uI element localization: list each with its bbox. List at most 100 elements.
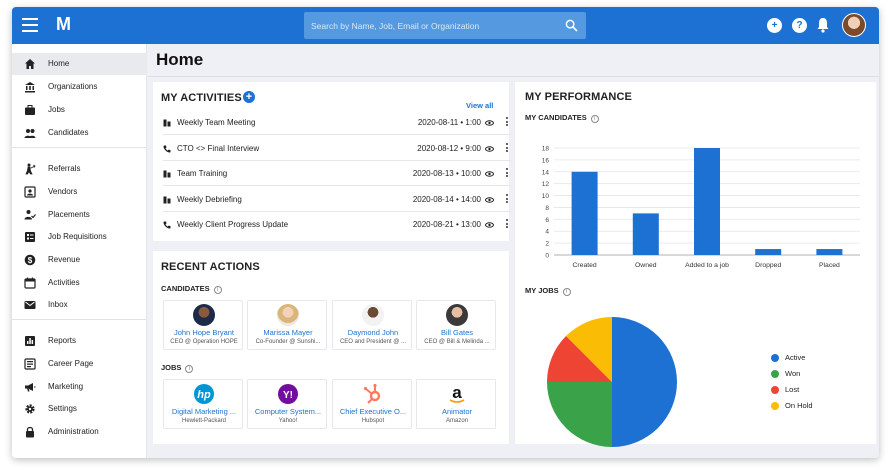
activity-date: 2020-08-21 • 13:00: [412, 220, 481, 229]
info-icon[interactable]: i: [590, 115, 599, 123]
hubspot-logo-icon: [363, 383, 381, 404]
app-window: M + ? Home Organizations Jobs Candidates Ref…: [12, 7, 879, 458]
sidebar-item-placements[interactable]: Placements: [12, 204, 147, 226]
svg-text:$: $: [28, 256, 33, 265]
activity-date: 2020-08-12 • 9:00: [417, 144, 481, 153]
menu-icon[interactable]: [22, 18, 38, 32]
y-tick-label: 4: [545, 229, 549, 236]
job-tile[interactable]: Chief Executive O... Hubspot: [332, 379, 412, 429]
job-title: Computer System...: [254, 407, 322, 416]
pie-slice[interactable]: [612, 317, 677, 447]
sidebar-item-reports[interactable]: Reports: [12, 330, 147, 352]
candidate-tile[interactable]: Daymond John CEO and President @ ...: [332, 300, 412, 350]
activity-row[interactable]: Weekly Debriefing 2020-08-14 • 14:00: [163, 187, 511, 212]
bank-icon: [25, 82, 35, 93]
phone-icon: [163, 221, 171, 229]
activity-row[interactable]: Weekly Team Meeting 2020-08-11 • 1:00: [163, 110, 511, 135]
sidebar-item-organizations[interactable]: Organizations: [12, 76, 147, 98]
pie-slice[interactable]: [547, 336, 612, 382]
activity-row[interactable]: Team Training 2020-08-13 • 10:00: [163, 161, 511, 186]
calendar-icon: [24, 277, 36, 289]
job-tile[interactable]: a Animator Amazon: [416, 379, 496, 429]
add-icon[interactable]: +: [767, 18, 782, 33]
sidebar-item-inbox[interactable]: Inbox: [12, 294, 147, 316]
sidebar-item-administration[interactable]: Administration: [12, 421, 147, 443]
info-icon[interactable]: i: [562, 288, 571, 296]
pie-slice[interactable]: [566, 317, 612, 382]
candidate-tile[interactable]: Marissa Mayer Co-Founder @ Sunshi...: [247, 300, 327, 350]
eye-icon[interactable]: [485, 120, 494, 126]
eye-icon[interactable]: [485, 197, 494, 203]
sidebar-item-career-page[interactable]: Career Page: [12, 353, 147, 375]
user-avatar[interactable]: [842, 13, 866, 37]
recent-actions-title: RECENT ACTIONS: [161, 261, 260, 273]
add-activity-icon[interactable]: +: [243, 91, 255, 103]
sidebar-item-activities[interactable]: Activities: [12, 272, 147, 294]
top-bar: M + ?: [12, 7, 879, 44]
sidebar-divider: [12, 147, 147, 148]
legend-swatch: [771, 370, 779, 378]
help-icon[interactable]: ?: [792, 18, 807, 33]
activity-row[interactable]: CTO <> Final Interview 2020-08-12 • 9:00: [163, 136, 511, 161]
info-icon[interactable]: i: [185, 365, 194, 373]
y-tick-label: 14: [542, 169, 550, 176]
y-tick-label: 0: [545, 253, 549, 260]
bar[interactable]: [694, 148, 720, 255]
job-company: Amazon: [445, 418, 468, 424]
sidebar-item-marketing[interactable]: Marketing: [12, 376, 147, 398]
x-tick-label: Created: [573, 262, 597, 269]
meeting-icon: [163, 119, 171, 127]
bar[interactable]: [816, 249, 843, 255]
sidebar-item-label: Referrals: [48, 164, 81, 173]
sidebar-item-settings[interactable]: Settings: [12, 398, 147, 420]
requisition-icon: [25, 232, 35, 242]
sidebar-item-label: Settings: [48, 404, 77, 413]
y-tick-label: 18: [542, 146, 550, 153]
legend-label: Lost: [785, 385, 800, 394]
meeting-icon: [163, 170, 171, 178]
activity-date: 2020-08-13 • 10:00: [412, 169, 481, 178]
sidebar-item-label: Reports: [48, 336, 77, 345]
job-tile[interactable]: Y! Computer System... Yahoo!: [247, 379, 327, 429]
x-tick-label: Added to a job: [685, 262, 729, 269]
bar[interactable]: [755, 249, 782, 255]
eye-icon[interactable]: [485, 171, 494, 177]
y-tick-label: 6: [545, 217, 549, 224]
sidebar-item-revenue[interactable]: $ Revenue: [12, 249, 147, 271]
eye-icon[interactable]: [485, 146, 494, 152]
jobs-pie-chart: [547, 317, 677, 447]
more-options-icon[interactable]: [505, 219, 509, 229]
sidebar-item-jobs[interactable]: Jobs: [12, 99, 147, 121]
sidebar-item-vendors[interactable]: Vendors: [12, 181, 147, 203]
more-options-icon[interactable]: [505, 117, 509, 127]
job-tile[interactable]: hp Digital Marketing ... Hewlett-Packard: [163, 379, 243, 429]
bar[interactable]: [632, 213, 659, 255]
y-tick-label: 8: [545, 205, 549, 212]
search-icon[interactable]: [565, 19, 578, 32]
bar[interactable]: [571, 171, 598, 255]
activity-row[interactable]: Weekly Client Progress Update 2020-08-21 …: [163, 212, 511, 237]
sidebar-item-job-requisitions[interactable]: Job Requisitions: [12, 226, 147, 248]
sidebar-divider: [12, 319, 147, 320]
app-logo[interactable]: M: [56, 14, 71, 34]
candidate-subtitle: CEO @ Bill & Melinda ...: [424, 339, 490, 345]
more-options-icon[interactable]: [505, 194, 509, 204]
search-input[interactable]: [304, 12, 554, 39]
candidate-tile[interactable]: Bill Gates CEO @ Bill & Melinda ...: [416, 300, 496, 350]
pie-slice[interactable]: [547, 382, 612, 447]
avatar: [362, 304, 384, 326]
sidebar-item-candidates[interactable]: Candidates: [12, 122, 147, 144]
x-tick-label: Owned: [635, 262, 657, 269]
sidebar-item-referrals[interactable]: Referrals: [12, 158, 147, 180]
y-tick-label: 2: [545, 241, 549, 248]
notification-bell-icon[interactable]: [816, 17, 830, 33]
briefcase-icon: [25, 105, 35, 115]
meeting-icon: [163, 196, 171, 204]
more-options-icon[interactable]: [505, 143, 509, 153]
view-all-link[interactable]: View all: [466, 101, 494, 110]
info-icon[interactable]: i: [213, 286, 222, 294]
eye-icon[interactable]: [485, 222, 494, 228]
more-options-icon[interactable]: [505, 168, 509, 178]
candidate-tile[interactable]: John Hope Bryant CEO @ Operation HOPE: [163, 300, 243, 350]
sidebar-item-home[interactable]: Home: [12, 53, 147, 75]
